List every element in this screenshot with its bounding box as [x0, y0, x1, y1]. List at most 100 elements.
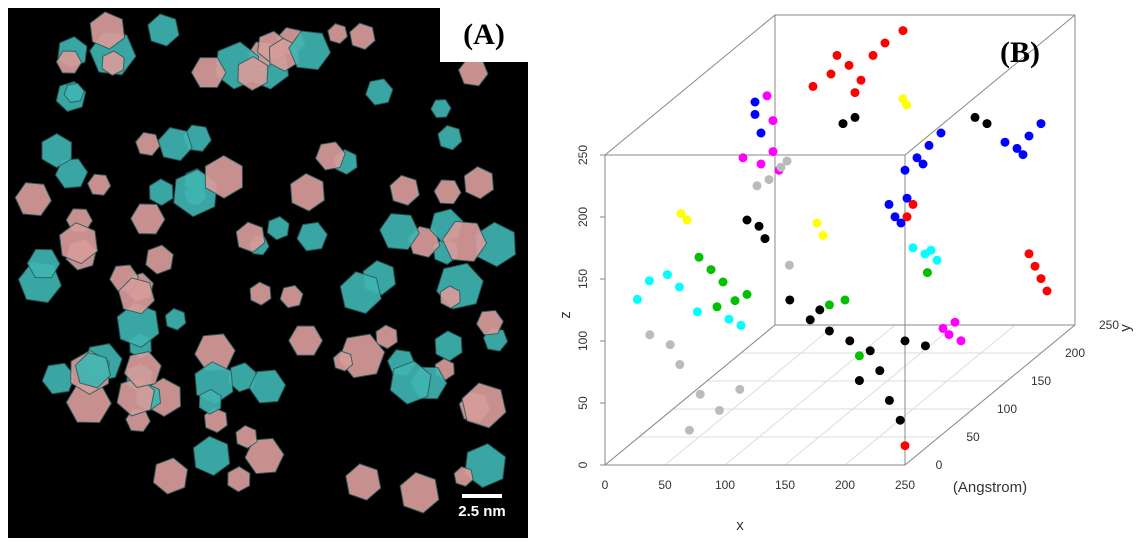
particle	[453, 466, 474, 487]
point	[890, 212, 900, 222]
z-tick-label: 100	[576, 331, 590, 351]
panel-label: (B)	[1000, 36, 1040, 69]
point	[695, 389, 705, 399]
point	[898, 26, 908, 36]
point	[760, 234, 770, 244]
particle	[164, 307, 187, 331]
particle	[63, 82, 85, 103]
point	[912, 153, 922, 163]
x-tick-label: 0	[602, 478, 609, 492]
point	[902, 212, 912, 222]
point	[742, 289, 752, 299]
point	[714, 405, 724, 415]
particle	[192, 435, 231, 476]
grid-line	[844, 324, 1016, 466]
particle	[227, 362, 257, 393]
point	[768, 116, 778, 126]
point	[970, 112, 980, 122]
point	[838, 119, 848, 129]
point	[944, 330, 954, 340]
point	[840, 295, 850, 305]
point	[850, 88, 860, 98]
particle	[87, 173, 112, 196]
point	[924, 140, 934, 150]
point	[706, 265, 716, 275]
point	[784, 260, 794, 270]
point	[850, 112, 860, 122]
particle	[279, 284, 304, 309]
point	[844, 60, 854, 70]
unit-label: (Angstrom)	[953, 479, 1027, 496]
particle	[296, 221, 328, 252]
point	[676, 209, 686, 219]
point	[880, 38, 890, 48]
particle	[147, 13, 180, 47]
particle	[349, 22, 376, 51]
point	[815, 305, 825, 315]
point	[832, 50, 842, 60]
grid-line	[664, 324, 836, 466]
particles	[14, 11, 516, 514]
point	[762, 91, 772, 101]
particle	[249, 281, 272, 306]
point	[752, 181, 762, 191]
particle	[248, 369, 287, 404]
particle	[430, 99, 452, 119]
particle	[116, 376, 155, 417]
point	[735, 384, 745, 394]
particle	[434, 330, 463, 362]
y-tick-label: 200	[1065, 346, 1085, 360]
point	[956, 336, 966, 346]
scale-bar	[462, 494, 502, 498]
box-edge	[904, 324, 1076, 466]
particle	[332, 350, 354, 372]
particle	[74, 352, 112, 389]
z-axis-title: z	[557, 311, 574, 319]
particle	[55, 50, 83, 74]
particle	[389, 174, 420, 206]
point	[908, 243, 918, 253]
particle	[461, 382, 507, 429]
point	[902, 193, 912, 203]
z-tick-label: 200	[576, 207, 590, 227]
particle	[379, 213, 420, 251]
point	[1036, 274, 1046, 284]
box-edge	[604, 14, 776, 156]
point	[884, 199, 894, 209]
point	[754, 221, 764, 231]
point	[824, 326, 834, 336]
point	[756, 128, 766, 138]
point	[932, 255, 942, 265]
point	[950, 317, 960, 327]
point	[938, 323, 948, 333]
point	[922, 268, 932, 278]
point	[730, 296, 740, 306]
point	[776, 162, 786, 172]
point	[824, 300, 834, 310]
particle	[123, 351, 162, 389]
point	[632, 294, 642, 304]
particle	[339, 271, 382, 315]
particle	[135, 131, 161, 157]
point	[884, 395, 894, 405]
point	[675, 360, 685, 370]
point	[738, 153, 748, 163]
point	[764, 175, 774, 185]
particle	[26, 248, 61, 279]
scatter-3d: 0 50 100 150 200 250 0 50 100 150 200 250 0 50 100 150 2…	[557, 14, 1134, 534]
point	[1012, 143, 1022, 153]
label-box	[440, 8, 528, 62]
panel-label: (A)	[463, 18, 505, 51]
point	[926, 245, 936, 255]
y-tick-label: 50	[966, 430, 980, 444]
particle	[475, 309, 504, 336]
point	[826, 69, 836, 79]
point	[854, 376, 864, 386]
x-tick-label: 50	[658, 478, 672, 492]
point	[684, 425, 694, 435]
point	[868, 50, 878, 60]
point	[742, 215, 752, 225]
particle	[58, 222, 99, 265]
particle	[145, 244, 174, 275]
